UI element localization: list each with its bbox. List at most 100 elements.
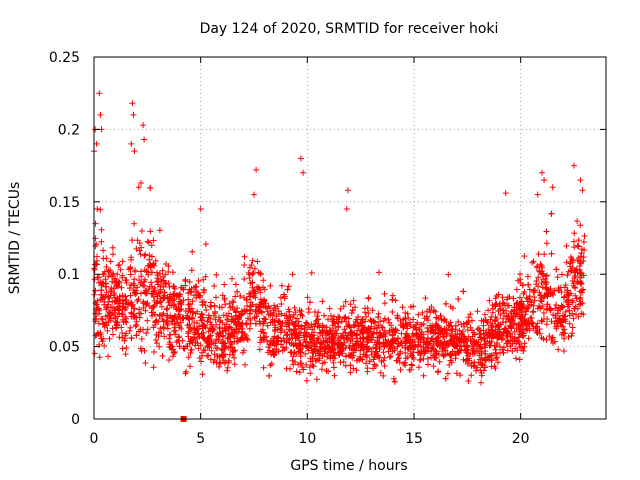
data-point [213,345,219,352]
data-point [315,309,322,316]
data-point [349,342,356,349]
data-point [312,320,319,327]
data-point [523,305,530,312]
data-point [243,321,250,328]
data-point [178,284,185,291]
data-point [254,258,261,265]
data-point [213,294,219,301]
data-point [489,302,496,309]
data-point [350,297,357,304]
data-point [247,303,254,310]
data-point [503,340,510,347]
data-point [180,297,187,304]
data-point [174,319,181,326]
data-point [567,260,574,267]
data-point [177,314,183,321]
data-point [289,335,296,342]
data-point [430,338,437,345]
data-point [422,295,429,302]
data-point [143,330,150,337]
data-point [360,351,367,358]
data-point [173,306,180,313]
data-point [176,298,183,305]
data-point [122,277,129,284]
data-point [461,333,468,340]
data-point [457,372,464,379]
data-point [381,363,388,369]
data-point [334,345,341,352]
data-point [198,358,205,365]
data-point [517,271,523,278]
data-point [148,309,155,316]
data-point [331,320,338,327]
data-point [213,359,220,366]
data-point [164,312,171,319]
data-point [112,298,119,305]
data-point [185,296,192,303]
data-point [267,282,274,289]
data-point [442,300,449,307]
data-point [321,312,328,319]
outlier-point [141,136,148,143]
data-point [520,347,527,354]
data-point [569,324,576,331]
data-point [497,350,504,356]
data-point [249,271,256,278]
data-point [144,326,151,333]
data-point [464,361,471,367]
data-point [571,230,578,237]
data-point [165,299,172,306]
data-point [436,351,442,358]
data-point [255,304,262,311]
data-point [95,330,102,337]
data-point [573,311,579,318]
data-point [456,349,463,356]
data-point [126,285,133,292]
data-point [221,281,228,288]
data-point [397,348,404,355]
data-point [381,354,388,361]
data-point [243,296,250,303]
data-point [157,312,163,318]
data-point [166,335,173,342]
data-point [430,363,437,370]
data-point [498,336,505,343]
data-point [468,372,475,379]
data-point [370,356,377,363]
data-point [221,324,228,331]
data-point [447,319,454,326]
data-point [340,335,347,342]
data-point [394,312,401,319]
data-point [249,257,256,264]
data-point [110,311,117,318]
data-point [380,334,387,341]
data-point [577,294,584,301]
data-point [538,298,545,305]
data-point [159,316,166,322]
data-point [241,276,248,282]
data-point [371,361,378,368]
data-point [249,284,256,291]
data-point [94,261,100,268]
data-point [493,355,499,362]
data-point [424,355,431,362]
data-point [186,286,193,293]
data-point [382,330,389,337]
data-point [502,302,508,309]
data-point [319,332,326,339]
data-point [205,312,212,319]
data-point [404,325,411,332]
data-point [554,320,561,327]
data-point [211,302,218,309]
data-point [324,330,331,337]
data-point [391,378,398,385]
data-point [132,323,139,330]
data-point [543,281,549,288]
data-point [306,364,313,371]
y-tick-label: 0.15 [49,195,80,211]
data-point [219,333,226,340]
data-point [293,351,300,358]
data-point [119,258,126,265]
data-point [246,325,253,332]
data-point [463,319,470,326]
